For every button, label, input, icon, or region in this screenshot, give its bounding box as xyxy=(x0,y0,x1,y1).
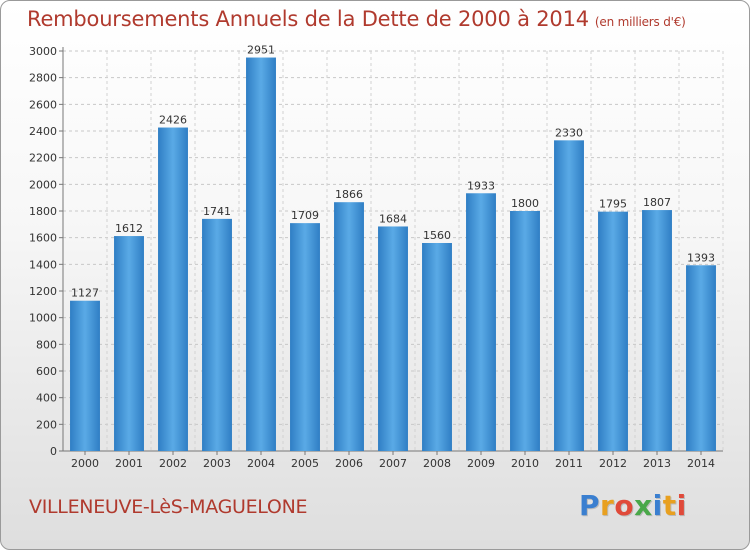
bar xyxy=(378,226,408,451)
bar-value-label: 2330 xyxy=(555,126,583,139)
y-tick-label: 1200 xyxy=(29,285,57,298)
bar-value-label: 1560 xyxy=(423,229,451,242)
bar xyxy=(334,202,364,451)
x-tick-label: 2003 xyxy=(203,457,231,470)
x-tick-label: 2006 xyxy=(335,457,363,470)
bar xyxy=(642,210,672,451)
x-tick-label: 2013 xyxy=(643,457,671,470)
x-tick-label: 2012 xyxy=(599,457,627,470)
y-tick-label: 1400 xyxy=(29,258,57,271)
bar-value-label: 1709 xyxy=(291,209,319,222)
bar xyxy=(246,57,276,452)
logo-letter: t xyxy=(662,489,677,522)
logo-letter: P xyxy=(579,489,601,522)
y-tick-label: 200 xyxy=(36,418,57,431)
bar xyxy=(554,140,584,452)
logo-letter: i xyxy=(652,489,663,522)
chart-title-text: Remboursements Annuels de la Dette de 20… xyxy=(27,7,589,31)
bar xyxy=(290,223,320,451)
logo-letter: i xyxy=(676,489,687,522)
bar xyxy=(158,127,188,452)
bar xyxy=(422,243,452,451)
x-tick-label: 2001 xyxy=(115,457,143,470)
bar xyxy=(598,211,628,451)
y-tick-label: 0 xyxy=(50,445,57,458)
x-tick-label: 2000 xyxy=(71,457,99,470)
y-tick-label: 2600 xyxy=(29,98,57,111)
bar-value-label: 2951 xyxy=(247,44,275,57)
place-name: VILLENEUVE-LèS-MAGUELONE xyxy=(29,496,308,518)
chart-unit-label: (en milliers d'€) xyxy=(594,15,686,29)
y-tick-label: 800 xyxy=(36,338,57,351)
x-tick-label: 2005 xyxy=(291,457,319,470)
y-tick-label: 400 xyxy=(36,392,57,405)
y-tick-label: 2200 xyxy=(29,152,57,165)
bar xyxy=(202,218,232,451)
bar-value-label: 1800 xyxy=(511,197,539,210)
bar xyxy=(466,193,496,451)
bar xyxy=(114,236,144,451)
chart-title: Remboursements Annuels de la Dette de 20… xyxy=(27,7,686,31)
bar-value-label: 1612 xyxy=(115,222,143,235)
x-tick-label: 2010 xyxy=(511,457,539,470)
bar-value-label: 1933 xyxy=(467,179,495,192)
y-tick-label: 2400 xyxy=(29,125,57,138)
logo-letter: o xyxy=(614,489,635,522)
bars xyxy=(70,57,716,452)
y-tick-label: 2800 xyxy=(29,72,57,85)
bar-value-label: 1393 xyxy=(687,251,715,264)
bar xyxy=(510,211,540,451)
y-tick-label: 1000 xyxy=(29,312,57,325)
x-tick-label: 2014 xyxy=(687,457,715,470)
y-tick-label: 2000 xyxy=(29,178,57,191)
x-tick-label: 2011 xyxy=(555,457,583,470)
bar xyxy=(70,300,100,451)
bar xyxy=(686,265,716,451)
bar-value-label: 1684 xyxy=(379,212,407,225)
x-tick-label: 2007 xyxy=(379,457,407,470)
bar-value-label: 1807 xyxy=(643,196,671,209)
bar-value-label: 1866 xyxy=(335,188,363,201)
x-tick-label: 2004 xyxy=(247,457,275,470)
bar-value-label: 1741 xyxy=(203,205,231,218)
bar-value-label: 1127 xyxy=(71,287,99,300)
y-tick-label: 3000 xyxy=(29,45,57,58)
labels: 0 200 400 600 800 1000 1200 1400 1600 1800 2000 220… xyxy=(29,44,715,470)
proxiti-logo: Proxiti xyxy=(579,489,687,522)
y-tick-label: 1600 xyxy=(29,232,57,245)
bar-value-label: 2426 xyxy=(159,114,187,127)
logo-letter: x xyxy=(634,489,653,522)
x-tick-label: 2009 xyxy=(467,457,495,470)
bar-value-label: 1795 xyxy=(599,198,627,211)
y-tick-label: 600 xyxy=(36,365,57,378)
x-tick-label: 2008 xyxy=(423,457,451,470)
logo-letter: r xyxy=(600,489,615,522)
x-tick-label: 2002 xyxy=(159,457,187,470)
y-tick-label: 1800 xyxy=(29,205,57,218)
